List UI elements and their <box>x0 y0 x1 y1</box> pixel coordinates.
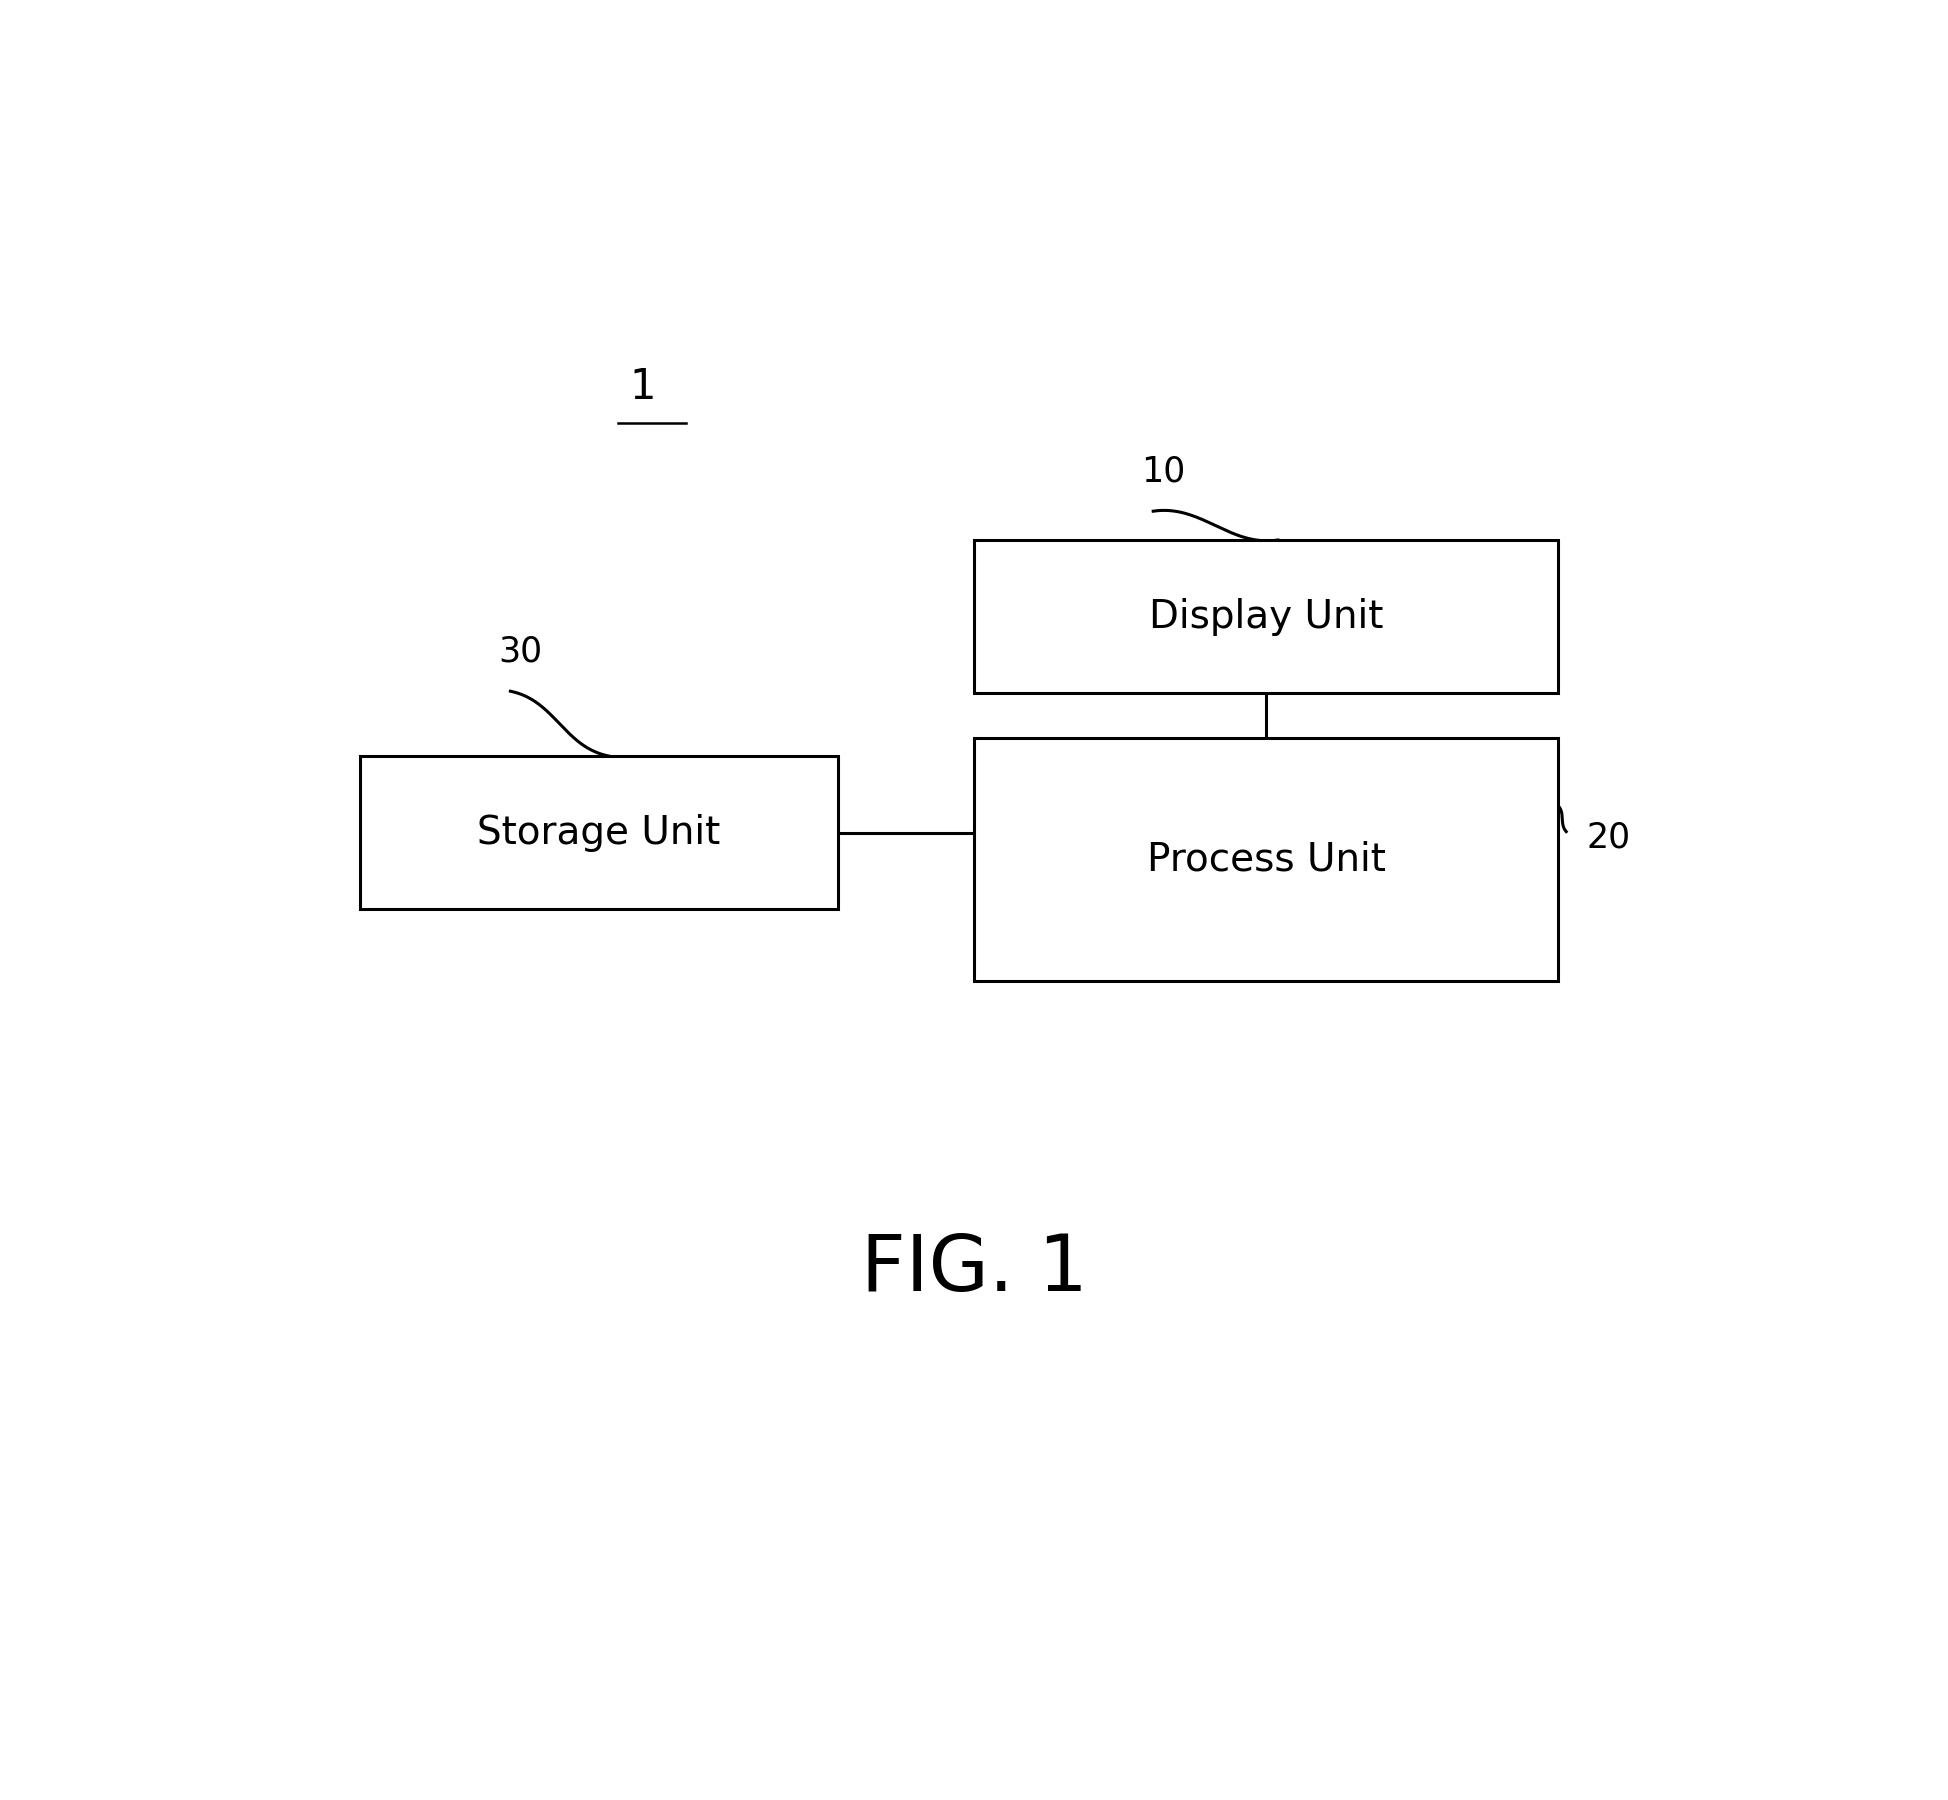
Text: 10: 10 <box>1142 455 1184 488</box>
Text: Storage Unit: Storage Unit <box>477 814 721 851</box>
Bar <box>974 738 1558 981</box>
Text: 1: 1 <box>629 365 656 409</box>
Bar <box>974 540 1558 693</box>
Text: 30: 30 <box>499 635 542 668</box>
Text: Display Unit: Display Unit <box>1149 598 1383 635</box>
Text: 20: 20 <box>1588 821 1630 853</box>
Text: Process Unit: Process Unit <box>1147 841 1385 878</box>
Text: FIG. 1: FIG. 1 <box>861 1231 1087 1307</box>
Bar <box>360 756 838 909</box>
